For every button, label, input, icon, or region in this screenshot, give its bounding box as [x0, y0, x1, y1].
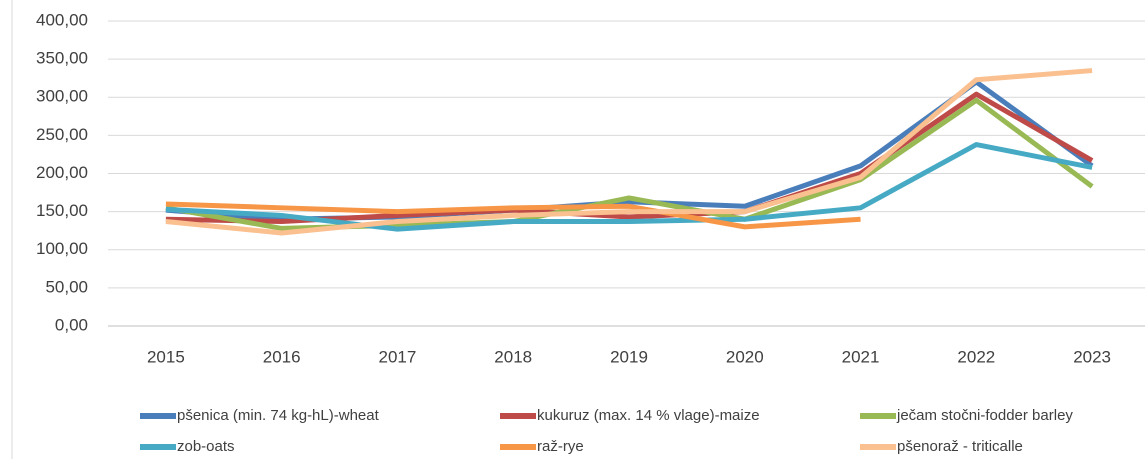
y-tick-label: 400,00	[36, 10, 88, 29]
x-tick-label: 2021	[842, 347, 880, 366]
legend-label: zob-oats	[177, 438, 235, 455]
x-tick-label: 2017	[379, 347, 417, 366]
series-line	[165, 68, 1093, 236]
x-tick-label: 2019	[610, 347, 648, 366]
legend-label: kukuruz (max. 14 % vlage)-maize	[537, 407, 760, 424]
y-tick-label: 200,00	[36, 163, 88, 182]
x-tick-label: 2020	[726, 347, 764, 366]
legend-label: pšenica (min. 74 kg-hL)-wheat	[177, 407, 380, 424]
y-tick-label: 150,00	[36, 201, 88, 220]
series-line	[165, 201, 861, 230]
legend-label: raž-rye	[537, 438, 584, 455]
y-tick-label: 350,00	[36, 49, 88, 68]
x-tick-label: 2015	[147, 347, 185, 366]
y-tick-label: 250,00	[36, 125, 88, 144]
x-tick-label: 2022	[957, 347, 995, 366]
series-line	[165, 142, 1093, 232]
x-tick-label: 2018	[494, 347, 532, 366]
y-tick-label: 0,00	[55, 315, 88, 334]
y-tick-label: 100,00	[36, 239, 88, 258]
legend-label: ječam stočni-fodder barley	[896, 407, 1073, 424]
legend: pšenica (min. 74 kg-hL)-wheat kukuruz (ma…	[140, 407, 1073, 455]
x-tick-label: 2016	[263, 347, 301, 366]
y-tick-label: 300,00	[36, 87, 88, 106]
legend-label: pšenoraž - triticalle	[897, 438, 1023, 455]
x-tick-label: 2023	[1073, 347, 1111, 366]
y-tick-label: 50,00	[45, 277, 88, 296]
